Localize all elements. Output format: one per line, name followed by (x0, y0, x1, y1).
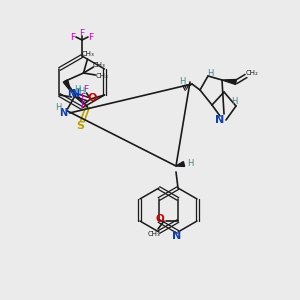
Text: CH₃: CH₃ (93, 62, 106, 68)
Text: S: S (76, 121, 85, 131)
Text: N: N (68, 89, 76, 99)
Text: H: H (55, 103, 62, 112)
Text: H: H (78, 86, 85, 95)
Text: CH₃: CH₃ (148, 231, 160, 237)
Text: CH₃: CH₃ (96, 73, 109, 79)
Text: N: N (172, 231, 182, 241)
Text: H: H (231, 97, 237, 106)
Text: F: F (80, 100, 85, 109)
Text: CH₂: CH₂ (246, 70, 258, 76)
Text: N: N (215, 115, 225, 125)
Text: N: N (59, 108, 68, 118)
Text: O: O (88, 93, 97, 103)
Text: H: H (207, 68, 213, 77)
Text: N: N (71, 89, 80, 99)
Text: H: H (179, 77, 185, 86)
Text: CH₃: CH₃ (82, 51, 95, 57)
Text: F: F (88, 34, 94, 43)
Text: F: F (83, 85, 88, 94)
Polygon shape (63, 80, 70, 91)
Polygon shape (176, 162, 184, 167)
Text: H: H (74, 85, 81, 94)
Text: F: F (80, 92, 85, 101)
Text: O: O (156, 214, 164, 224)
Text: F: F (70, 34, 76, 43)
Polygon shape (222, 80, 236, 85)
Text: H: H (187, 160, 193, 169)
Text: F: F (80, 29, 85, 38)
